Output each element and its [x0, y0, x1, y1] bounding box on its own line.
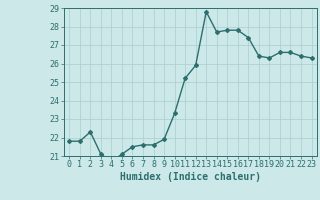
X-axis label: Humidex (Indice chaleur): Humidex (Indice chaleur)	[120, 172, 261, 182]
